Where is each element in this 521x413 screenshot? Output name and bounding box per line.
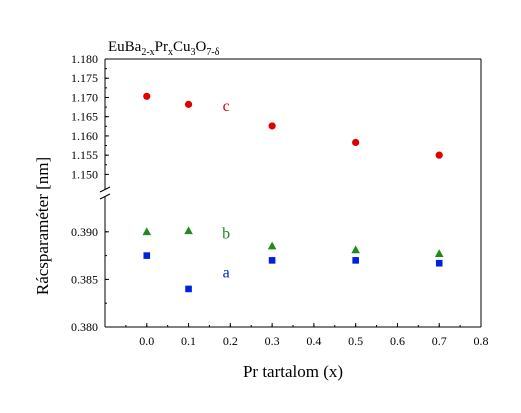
series-label-b: b bbox=[222, 225, 230, 242]
series-labels: c b a bbox=[222, 98, 230, 282]
y-tick-label: 1.170 bbox=[71, 90, 98, 104]
title-part: O bbox=[196, 39, 207, 55]
title-part: 2-x bbox=[141, 47, 154, 58]
x-tick-label: 0.4 bbox=[306, 334, 321, 348]
x-tick-label: 0.2 bbox=[223, 334, 238, 348]
point-c bbox=[143, 92, 151, 100]
y-tick-label: 0.390 bbox=[71, 225, 98, 239]
point-c bbox=[435, 151, 443, 159]
y-tick-label: 0.385 bbox=[71, 272, 98, 286]
y-tick-label: 1.155 bbox=[71, 148, 98, 162]
point-a bbox=[185, 285, 192, 293]
point-b bbox=[184, 226, 193, 235]
axes bbox=[99, 58, 482, 328]
point-b bbox=[351, 245, 360, 254]
chart-title: EuBa2-xPrxCu3O7-δ bbox=[108, 39, 220, 58]
axis-break-mark bbox=[99, 186, 111, 193]
point-b bbox=[434, 249, 444, 257]
x-tick-label: 0.5 bbox=[348, 334, 363, 348]
x-tick-label: 0.6 bbox=[390, 334, 405, 348]
y-tick-label: 1.160 bbox=[71, 129, 98, 143]
axis-break-mark bbox=[99, 193, 111, 200]
x-tick-label: 0.3 bbox=[265, 334, 280, 348]
point-a bbox=[352, 257, 359, 264]
x-tick-label: 0.1 bbox=[181, 334, 196, 348]
point-a bbox=[435, 259, 443, 267]
title-part: EuBa bbox=[108, 39, 142, 55]
y-tick-label: 1.180 bbox=[71, 52, 98, 66]
ticks: 0.0 0.1 0.2 0.3 0.4 0.5 0.6 0.7 0.8 1.150 1.155 1.1… bbox=[71, 52, 489, 348]
point-c bbox=[352, 138, 360, 147]
title-part: x bbox=[168, 47, 173, 58]
x-tick-label: 0.8 bbox=[474, 334, 489, 348]
data-points bbox=[142, 92, 444, 293]
title-part: Pr bbox=[155, 39, 168, 55]
x-tick-label: 0.7 bbox=[432, 334, 447, 348]
point-c bbox=[184, 100, 193, 108]
series-label-c: c bbox=[223, 98, 230, 115]
point-a bbox=[268, 257, 276, 264]
y-tick-label: 1.150 bbox=[71, 167, 98, 181]
y-tick-label: 1.165 bbox=[71, 110, 98, 124]
point-a bbox=[143, 252, 151, 259]
title-part: 3 bbox=[191, 47, 196, 58]
title-part: 7-δ bbox=[206, 47, 219, 58]
x-axis-label: Pr tartalom (x) bbox=[243, 362, 343, 381]
title-part: Cu bbox=[173, 39, 191, 55]
point-c bbox=[268, 122, 276, 130]
x-tick-label: 0.0 bbox=[139, 334, 154, 348]
y-tick-label: 1.175 bbox=[71, 71, 98, 85]
y-axis-label: Rácsparaméter [nm] bbox=[33, 157, 52, 295]
point-b bbox=[142, 227, 152, 236]
y-tick-label: 0.380 bbox=[71, 320, 98, 334]
point-b bbox=[267, 241, 277, 250]
series-label-a: a bbox=[223, 264, 230, 281]
